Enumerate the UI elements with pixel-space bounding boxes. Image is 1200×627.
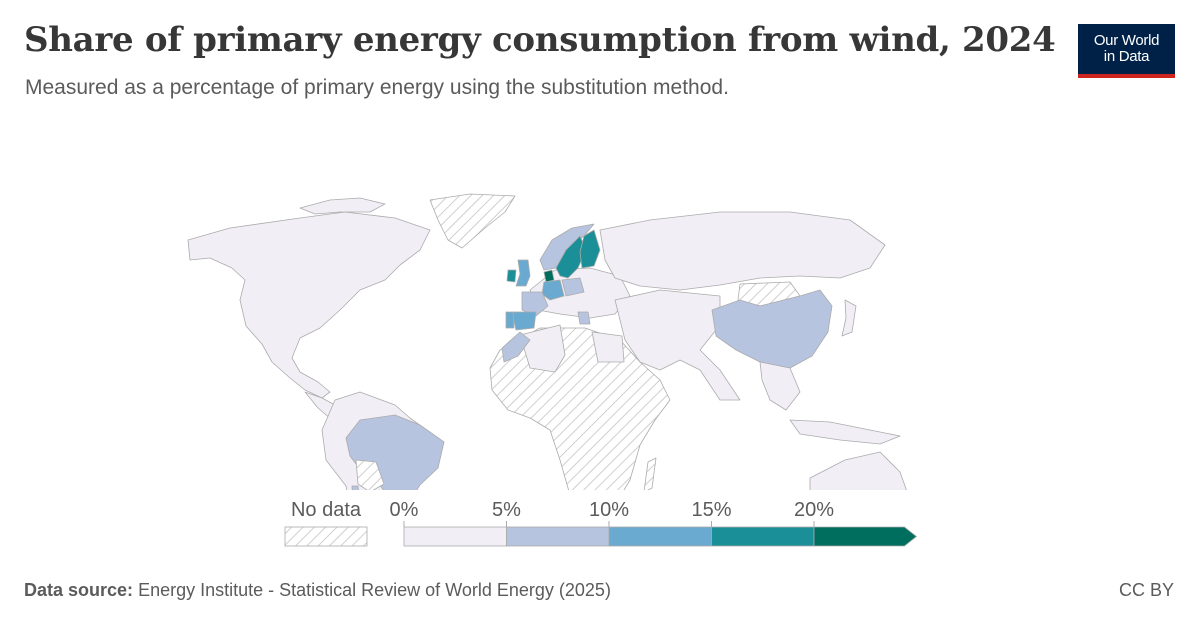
owid-logo[interactable]: Our World in Data: [1078, 24, 1175, 78]
license[interactable]: CC BY: [1118, 580, 1174, 600]
southeast-asia[interactable]: [759, 361, 801, 411]
greenland[interactable]: [429, 193, 516, 249]
morocco[interactable]: [501, 331, 531, 363]
legend-bin-3[interactable]: [711, 526, 815, 547]
legend-bin-1[interactable]: [506, 526, 610, 547]
ireland[interactable]: [506, 269, 517, 283]
bolivia[interactable]: [355, 459, 385, 490]
logo-line-1: Our World: [1093, 32, 1160, 49]
legend-tick-label: 20%: [794, 499, 834, 521]
legend-tick-label: 15%: [691, 499, 731, 521]
legend-tick-label: 0%: [390, 499, 419, 521]
japan[interactable]: [841, 299, 857, 337]
finland[interactable]: [579, 229, 601, 269]
legend-bin-2[interactable]: [608, 526, 712, 547]
australia[interactable]: [809, 451, 910, 490]
legend-no-data-label: No data: [291, 499, 362, 521]
russia[interactable]: [599, 211, 886, 291]
poland[interactable]: [561, 277, 585, 297]
legend-bin-4[interactable]: [813, 526, 918, 547]
legend-tick-label: 5%: [492, 499, 521, 521]
canadian-arctic[interactable]: [299, 197, 386, 215]
footer-source: Data source: Energy Institute - Statisti…: [24, 580, 611, 601]
denmark[interactable]: [543, 269, 555, 283]
madagascar[interactable]: [643, 457, 657, 490]
legend-bin-0[interactable]: [403, 526, 507, 547]
china[interactable]: [711, 289, 833, 369]
egypt[interactable]: [591, 331, 625, 363]
spain[interactable]: [511, 311, 537, 331]
chart-title: Share of primary energy consumption from…: [24, 20, 1056, 60]
united-kingdom[interactable]: [515, 259, 531, 287]
source-label: Data source:: [24, 580, 134, 600]
legend: No data 0% 5% 10% 15% 20%: [284, 499, 918, 547]
greece[interactable]: [577, 311, 591, 325]
indonesia[interactable]: [789, 419, 901, 445]
middle-east-asia[interactable]: [614, 289, 741, 401]
algeria[interactable]: [519, 324, 566, 373]
legend-ticks: 0% 5% 10% 15% 20%: [390, 499, 834, 527]
legend-bins[interactable]: [403, 526, 918, 547]
logo-line-2: in Data: [1103, 48, 1150, 65]
legend-no-data-swatch[interactable]: [284, 526, 368, 547]
legend-tick-label: 10%: [589, 499, 629, 521]
portugal[interactable]: [505, 311, 515, 329]
chile[interactable]: [351, 485, 378, 490]
north-america[interactable]: [187, 211, 431, 399]
source-text[interactable]: Energy Institute - Statistical Review of…: [138, 580, 611, 600]
chart-subtitle: Measured as a percentage of primary ener…: [25, 76, 729, 99]
france[interactable]: [521, 291, 549, 317]
world-map[interactable]: [0, 100, 1200, 490]
